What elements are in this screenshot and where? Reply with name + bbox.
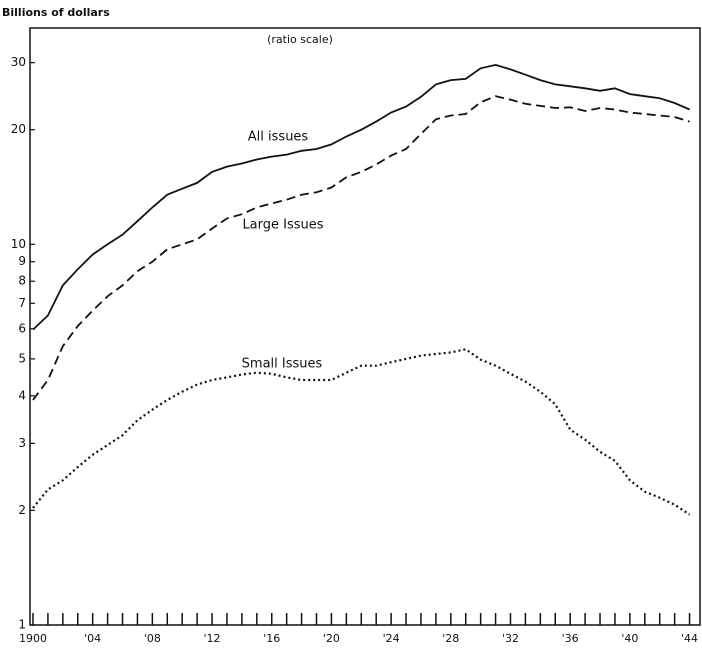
x-tick-label: '40 [621, 632, 638, 645]
x-tick-label: '24 [383, 632, 400, 645]
series-line [32, 95, 690, 401]
series-line [32, 348, 691, 516]
series-label: Large Issues [242, 218, 323, 233]
x-tick-label: '44 [681, 632, 698, 645]
y-tick-label: 8 [18, 274, 26, 288]
y-tick-label: 30 [11, 55, 26, 69]
annotation: (ratio scale) [267, 33, 333, 46]
y-tick-label: 5 [18, 351, 26, 365]
x-tick-label: '04 [84, 632, 101, 645]
y-tick-label: 4 [18, 388, 26, 402]
x-tick-label: '12 [204, 632, 221, 645]
series-line [32, 63, 690, 331]
y-tick-label: 3 [18, 436, 26, 450]
plot-frame [29, 27, 701, 626]
x-tick-label: '32 [502, 632, 519, 645]
y-tick-label: 10 [11, 237, 26, 251]
y-tick-label: 1 [18, 618, 26, 632]
x-tick-label: '08 [144, 632, 161, 645]
x-tick-label: '28 [442, 632, 459, 645]
x-tick-label: '16 [263, 632, 280, 645]
y-axis-label: Billions of dollars [2, 6, 110, 19]
y-tick-label: 2 [18, 503, 26, 517]
x-tick-label: '20 [323, 632, 340, 645]
x-tick-label: 1900 [19, 632, 47, 645]
y-tick-label: 6 [18, 321, 26, 335]
series-label: All issues [248, 130, 309, 145]
series-label: Small Issues [242, 357, 323, 372]
x-tick-label: '36 [562, 632, 579, 645]
y-tick-label: 9 [18, 254, 26, 268]
y-tick-label: 7 [18, 296, 26, 310]
y-tick-label: 20 [11, 122, 26, 136]
